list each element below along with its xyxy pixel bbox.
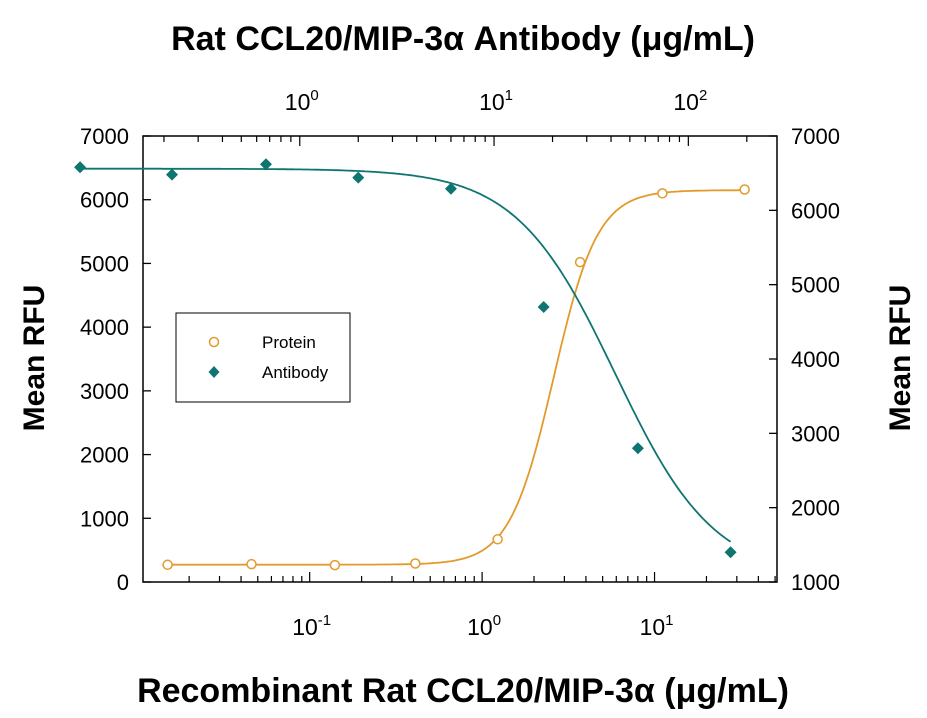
antibody-data-point (166, 168, 179, 181)
left-y-tick-label: 4000 (80, 315, 129, 340)
right-y-tick-label: 5000 (791, 273, 840, 298)
protein-fit-curve (167, 189, 745, 566)
top-x-tick-label: 102 (673, 87, 707, 115)
bottom-x-tick-label: 100 (467, 612, 501, 640)
protein-data-point (162, 559, 173, 571)
antibody-data-point (631, 442, 644, 455)
legend-box (175, 312, 351, 403)
protein-data-point (657, 188, 668, 199)
left-y-tick-label: 7000 (80, 124, 129, 149)
left-y-tick-label: 6000 (80, 188, 129, 213)
antibody-data-point (444, 182, 457, 195)
protein-data-point (329, 559, 341, 571)
right-y-tick-label: 4000 (791, 347, 840, 372)
right-y-tick-label: 1000 (791, 570, 840, 595)
protein-data-point (246, 558, 257, 570)
left-axis-title: Mean RFU (18, 285, 51, 432)
antibody-data-point (352, 171, 365, 184)
left-y-tick-label: 1000 (80, 506, 129, 531)
top-x-tick-label: 101 (479, 87, 513, 115)
legend-protein-label: Protein (262, 333, 316, 352)
top-x-tick-label: 100 (285, 87, 319, 115)
right-y-tick-label: 7000 (791, 124, 840, 149)
protein-data-point (739, 184, 750, 195)
protein-data-point (410, 558, 421, 569)
left-y-tick-label: 0 (117, 570, 129, 595)
legend-protein-marker (208, 336, 220, 348)
bottom-axis-title: Recombinant Rat CCL20/MIP-3α (μg/mL) (137, 672, 789, 710)
bottom-x-tick-label: 101 (640, 612, 674, 640)
legend-antibody-marker (208, 366, 220, 378)
left-y-tick-label: 5000 (80, 251, 129, 276)
right-y-tick-label: 3000 (791, 421, 840, 446)
left-y-tick-label: 3000 (80, 379, 129, 404)
antibody-fit-curve (80, 167, 732, 543)
antibody-data-point (74, 161, 87, 174)
right-axis-title: Mean RFU (884, 285, 917, 432)
right-y-tick-label: 6000 (791, 198, 840, 223)
top-axis-title: Rat CCL20/MIP-3α Antibody (μg/mL) (171, 20, 755, 58)
legend: Protein Antibody (175, 312, 351, 403)
antibody-data-point (259, 158, 272, 171)
right-y-tick-label: 2000 (791, 496, 840, 521)
protein-data-point (492, 534, 503, 545)
antibody-data-point (724, 546, 737, 559)
protein-data-point (574, 256, 586, 268)
left-y-tick-label: 2000 (80, 443, 129, 468)
antibody-data-point (537, 300, 550, 313)
legend-antibody-label: Antibody (262, 363, 329, 382)
bottom-x-tick-label: 10-1 (292, 612, 331, 640)
